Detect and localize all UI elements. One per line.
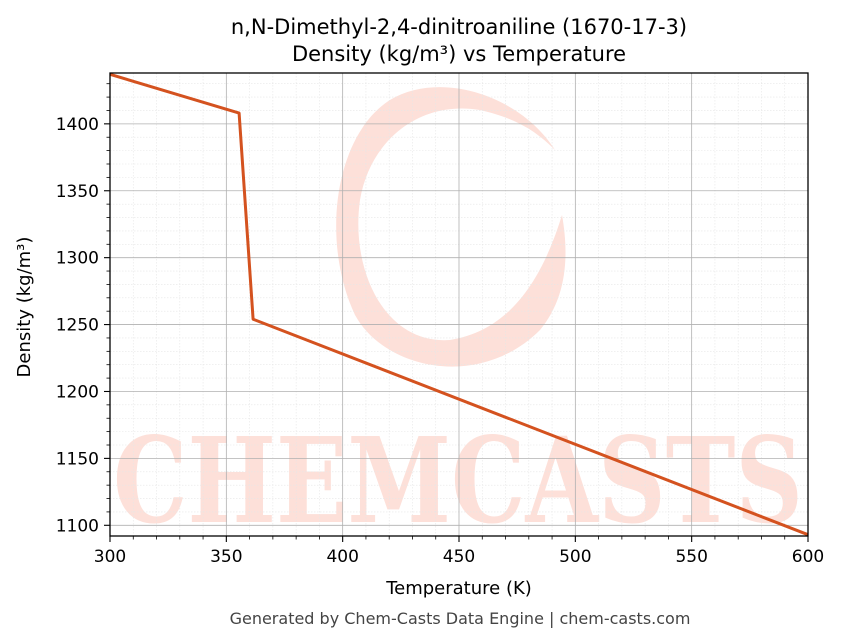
density-series-line — [109, 72, 809, 537]
y-tick-label: 1300 — [56, 249, 99, 269]
y-tick-label: 1400 — [56, 115, 99, 135]
watermark-text: CHEMCASTS — [113, 411, 803, 550]
x-tick-label: 600 — [792, 547, 824, 567]
y-tick-label: 1350 — [56, 182, 99, 202]
series-layer — [109, 72, 809, 537]
y-tick-label: 1200 — [56, 382, 99, 402]
x-tick-label: 450 — [443, 547, 475, 567]
watermark: CHEMCASTS — [113, 87, 803, 550]
x-tick-label: 350 — [210, 547, 242, 567]
y-tick-label: 1150 — [56, 449, 99, 469]
x-tick-label: 300 — [94, 547, 126, 567]
y-tick-label: 1100 — [56, 516, 99, 536]
x-tick-label: 550 — [675, 547, 707, 567]
x-axis: 300 350 400 450 500 550 600 — [94, 536, 824, 567]
chart-subtitle: Density (kg/m³) vs Temperature — [292, 42, 626, 66]
x-axis-label: Temperature (K) — [385, 578, 532, 599]
chart-title: n,N-Dimethyl-2,4-dinitroaniline (1670-17… — [231, 15, 687, 39]
y-axis: 1100 1150 1200 1250 1300 1350 1400 — [56, 83, 110, 536]
y-axis-label: Density (kg/m³) — [14, 237, 35, 378]
x-tick-label: 400 — [326, 547, 358, 567]
footer-credit: Generated by Chem-Casts Data Engine | ch… — [230, 609, 691, 628]
x-tick-label: 500 — [559, 547, 591, 567]
y-tick-label: 1250 — [56, 316, 99, 336]
